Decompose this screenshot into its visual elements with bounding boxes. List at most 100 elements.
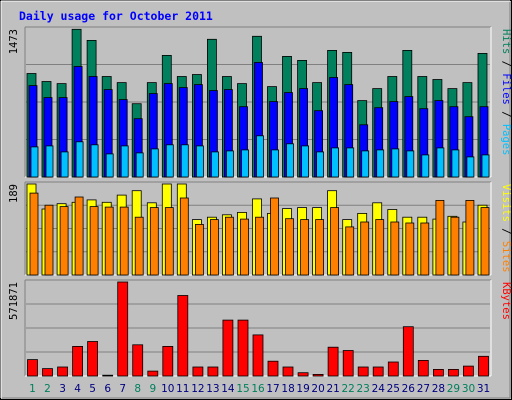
day-label-1: 1	[29, 383, 36, 395]
bar-kbytes-day-3	[57, 366, 68, 377]
label-pages: Pages	[500, 124, 512, 156]
bar-pages-day-13	[210, 151, 219, 178]
bar-pages-day-15	[241, 149, 249, 178]
bar-sites-day-4	[74, 196, 84, 276]
day-label-25: 25	[387, 383, 400, 395]
bar-kbytes-day-12	[192, 366, 204, 377]
panel-max-label: 189	[8, 184, 20, 203]
bar-pages-day-20	[316, 151, 325, 178]
bar-kbytes-day-6	[102, 374, 114, 377]
bar-kbytes-day-8	[132, 344, 144, 377]
day-label-20: 20	[311, 383, 324, 395]
bar-sites-day-30	[465, 199, 475, 276]
bar-pages-day-30	[466, 156, 475, 178]
panel-series-label: Hits / Files / Pages	[500, 29, 512, 155]
bar-sites-day-10	[164, 207, 174, 276]
day-label-22: 22	[342, 383, 355, 395]
panel-max-label: 1473	[8, 29, 20, 54]
bar-pages-day-11	[180, 144, 189, 178]
day-label-26: 26	[402, 383, 416, 395]
label-hits: Hits	[500, 29, 512, 54]
bar-sites-day-8	[134, 216, 144, 276]
bar-sites-day-15	[240, 218, 249, 276]
bar-kbytes-day-27	[417, 359, 429, 377]
panel-series-label: KBytes	[500, 282, 512, 320]
bar-pages-day-29	[451, 149, 460, 178]
bar-sites-day-24	[375, 219, 385, 276]
bar-pages-day-8	[135, 152, 144, 178]
bar-sites-day-21	[330, 207, 340, 276]
label-files: Files	[500, 73, 512, 105]
panel-max-label: 571871	[8, 282, 20, 320]
bar-pages-day-14	[225, 150, 234, 178]
panel-bars	[27, 281, 489, 377]
bar-pages-day-4	[75, 141, 84, 178]
day-label-10: 10	[161, 383, 174, 395]
bar-kbytes-day-24	[372, 366, 384, 377]
bar-sites-day-16	[255, 216, 264, 276]
day-label-28: 28	[432, 383, 445, 395]
day-label-3: 3	[59, 383, 66, 395]
day-label-12: 12	[191, 383, 204, 395]
panel-series-label: Visits / Sites	[500, 184, 512, 273]
bar-kbytes-day-16	[252, 334, 264, 377]
bar-sites-day-2	[44, 204, 54, 276]
bar-sites-day-31	[480, 207, 490, 276]
bar-kbytes-day-1	[27, 359, 38, 377]
bar-kbytes-day-10	[162, 345, 174, 377]
bar-pages-day-3	[60, 151, 69, 178]
bar-kbytes-day-20	[312, 373, 324, 377]
bar-sites-day-29	[450, 216, 460, 276]
bar-sites-day-17	[270, 197, 279, 276]
bar-kbytes-day-25	[387, 361, 399, 377]
bar-kbytes-day-21	[327, 346, 339, 377]
bar-pages-day-5	[90, 144, 99, 178]
label-sites: Sites	[500, 241, 512, 273]
bar-pages-day-31	[481, 154, 490, 178]
bar-sites-day-6	[104, 206, 114, 276]
bar-kbytes-day-5	[87, 341, 98, 377]
bar-kbytes-day-28	[432, 368, 444, 377]
bar-pages-day-19	[301, 145, 310, 178]
bar-sites-day-14	[224, 216, 234, 276]
day-label-27: 27	[417, 383, 430, 395]
day-label-6: 6	[104, 383, 111, 395]
bar-sites-day-18	[285, 218, 294, 276]
bar-pages-day-10	[165, 144, 174, 178]
bar-kbytes-day-4	[72, 345, 83, 377]
bar-pages-day-26	[406, 150, 415, 178]
bar-sites-day-9	[149, 207, 159, 276]
bar-kbytes-day-30	[462, 365, 474, 377]
day-label-30: 30	[462, 383, 475, 395]
day-axis-labels: 1 2 3 4 5 6 7 8 9 10 11 12 13 14 15 16 17 18 19 20 21 22 23 24 2…	[29, 383, 490, 395]
panel-bars	[26, 28, 490, 178]
day-label-17: 17	[266, 383, 279, 395]
day-label-18: 18	[281, 383, 294, 395]
bar-kbytes-day-7	[117, 281, 129, 377]
bar-pages-day-23	[361, 150, 370, 178]
bar-sites-day-22	[345, 226, 355, 276]
bar-kbytes-day-23	[357, 366, 369, 377]
day-label-2: 2	[44, 383, 51, 395]
bar-pages-day-21	[331, 147, 340, 178]
bar-pages-day-25	[391, 148, 400, 178]
day-label-15: 15	[236, 383, 249, 395]
bar-pages-day-18	[286, 143, 294, 178]
label-separator: /	[500, 105, 512, 124]
chart-title: Daily usage for October 2011	[19, 9, 213, 23]
bar-pages-day-2	[45, 145, 54, 178]
day-label-16: 16	[251, 383, 265, 395]
bar-sites-day-28	[435, 199, 445, 276]
bar-kbytes-day-11	[177, 295, 189, 377]
bar-kbytes-day-14	[222, 319, 234, 377]
bar-pages-day-24	[376, 149, 385, 178]
day-label-11: 11	[176, 383, 189, 395]
day-label-19: 19	[296, 383, 309, 395]
panel-visits-sites: 189 Visits / Sites	[8, 181, 512, 276]
day-label-29: 29	[447, 383, 460, 395]
bar-pages-day-27	[421, 154, 430, 178]
day-label-21: 21	[327, 383, 340, 395]
bar-sites-day-5	[89, 206, 99, 276]
bar-pages-day-6	[105, 153, 114, 178]
